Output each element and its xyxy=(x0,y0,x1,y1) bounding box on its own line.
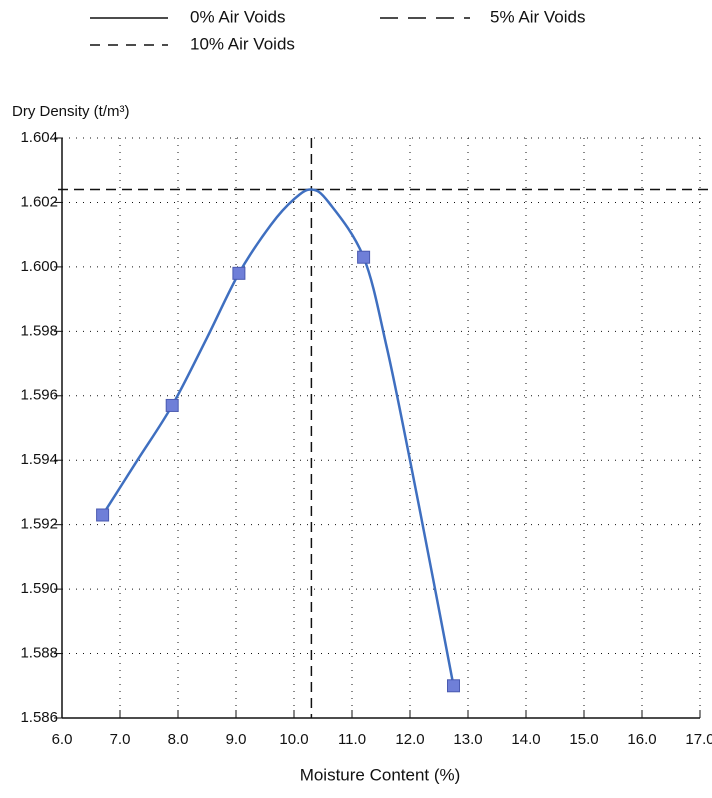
legend-label: 10% Air Voids xyxy=(190,34,295,53)
x-tick-label: 14.0 xyxy=(511,731,540,748)
x-tick-label: 7.0 xyxy=(110,731,131,748)
x-tick-label: 16.0 xyxy=(627,731,656,748)
y-axis-title: Dry Density (t/m³) xyxy=(12,103,130,120)
x-tick-label: 10.0 xyxy=(279,731,308,748)
x-tick-label: 8.0 xyxy=(168,731,189,748)
y-tick-label: 1.586 xyxy=(20,709,58,726)
data-point xyxy=(96,508,110,522)
data-point xyxy=(447,679,460,693)
x-tick-label: 15.0 xyxy=(569,731,598,748)
x-axis-title: Moisture Content (%) xyxy=(300,765,461,784)
fitted-curve xyxy=(101,188,455,687)
data-point xyxy=(232,266,246,280)
x-tick-label: 6.0 xyxy=(52,731,73,748)
x-tick-label: 17.0 xyxy=(685,731,712,748)
legend-label: 5% Air Voids xyxy=(490,7,585,26)
y-tick-label: 1.602 xyxy=(20,193,58,210)
y-tick-label: 1.592 xyxy=(20,516,58,533)
y-tick-label: 1.594 xyxy=(20,451,58,468)
legend-label: 0% Air Voids xyxy=(190,7,285,26)
y-tick-label: 1.604 xyxy=(20,129,58,146)
y-tick-label: 1.588 xyxy=(20,645,58,662)
y-tick-label: 1.600 xyxy=(20,258,58,275)
y-tick-label: 1.598 xyxy=(20,322,58,339)
x-tick-label: 9.0 xyxy=(226,731,247,748)
y-tick-label: 1.590 xyxy=(20,580,58,597)
data-point xyxy=(165,398,179,412)
y-tick-label: 1.596 xyxy=(20,387,58,404)
x-tick-label: 12.0 xyxy=(395,731,424,748)
data-point xyxy=(357,250,371,264)
x-tick-label: 13.0 xyxy=(453,731,482,748)
x-tick-label: 11.0 xyxy=(338,731,366,748)
